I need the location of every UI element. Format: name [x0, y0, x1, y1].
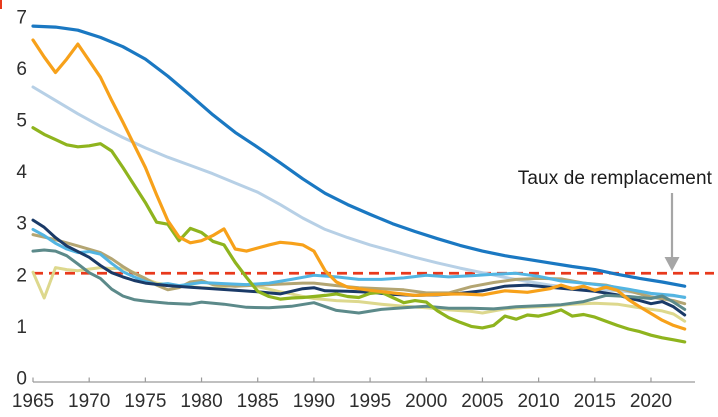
- y-tick-label: 3: [16, 214, 27, 235]
- series-line-bleu-marine: [31, 218, 687, 317]
- red-edge-artifact: [0, 0, 2, 9]
- x-tick-label: 2005: [461, 391, 503, 412]
- y-tick-label: 5: [16, 111, 27, 132]
- series-line-vert-olive: [31, 126, 687, 344]
- y-tick-label: 2: [16, 265, 27, 286]
- y-tick-label: 7: [16, 7, 27, 28]
- x-tick-label: 1970: [68, 391, 110, 412]
- x-tick-label: 1990: [293, 391, 335, 412]
- x-tick-label: 1965: [12, 391, 54, 412]
- x-tick-label: 1975: [124, 391, 166, 412]
- y-tick-label: 0: [16, 369, 27, 390]
- x-tick-label: 1995: [349, 391, 391, 412]
- arrow-head-icon: [664, 257, 680, 271]
- y-tick-label: 4: [16, 162, 27, 183]
- series-line-bleu-ciel: [31, 227, 687, 299]
- x-tick-label: 1980: [180, 391, 222, 412]
- series-line-sarcelle: [31, 248, 687, 315]
- y-tick-label: 1: [16, 317, 27, 338]
- x-tick-label: 2010: [517, 391, 559, 412]
- replacement-rate-label: Taux de remplacement: [517, 168, 712, 189]
- x-tick-label: 1985: [237, 391, 279, 412]
- series-line-bleu-clair: [31, 85, 687, 299]
- x-tick-label: 2000: [405, 391, 447, 412]
- series-line-bleu-fonce: [31, 24, 687, 288]
- series-line-beige: [31, 233, 687, 306]
- series-line-orange: [31, 38, 687, 331]
- x-tick-label: 2020: [630, 391, 672, 412]
- y-tick-label: 6: [16, 59, 27, 80]
- replacement-rate-annotation: Taux de remplacement: [496, 168, 712, 190]
- x-tick-label: 2015: [574, 391, 616, 412]
